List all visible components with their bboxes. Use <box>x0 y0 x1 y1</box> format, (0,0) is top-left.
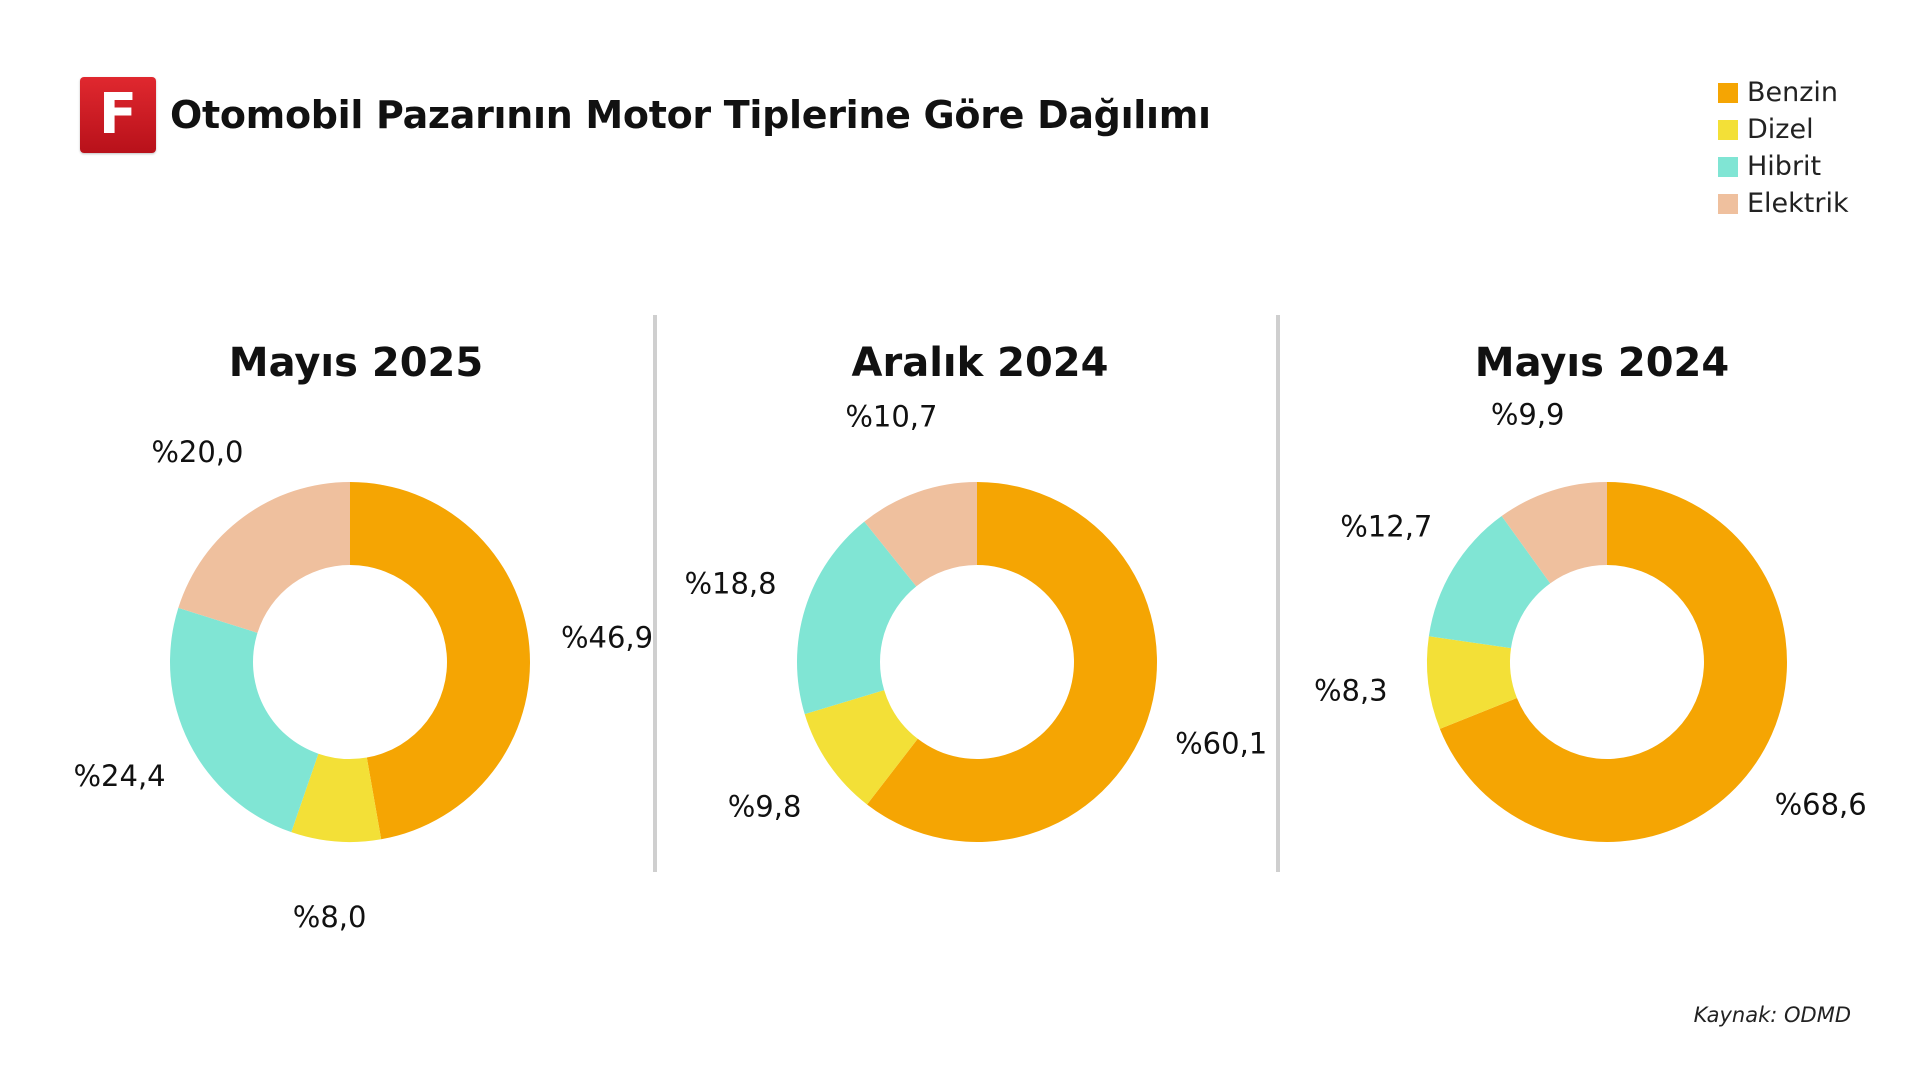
chart-title: Mayıs 2024 <box>1474 340 1730 386</box>
donut-slice-benzin <box>350 482 531 840</box>
data-label: %24,4 <box>74 759 166 793</box>
legend-label-benzin: Benzin <box>1747 77 1839 108</box>
data-label: %9,9 <box>1491 398 1565 432</box>
legend-item-hibrit: Hibrit <box>1718 148 1849 185</box>
data-label: %10,7 <box>845 400 937 434</box>
data-label: %20,0 <box>151 435 243 469</box>
source-note: Kaynak: ODMD <box>1693 1003 1851 1027</box>
chart-title: Mayıs 2025 <box>228 340 484 386</box>
brand-logo: F <box>80 77 156 153</box>
legend-item-dizel: Dizel <box>1718 111 1849 148</box>
donut-slice-elektrik <box>178 482 350 633</box>
chart-header: F Otomobil Pazarının Motor Tiplerine Gör… <box>80 77 1211 153</box>
panel-divider <box>653 315 657 872</box>
data-label: %60,1 <box>1175 726 1267 760</box>
legend-swatch-elektrik <box>1718 193 1738 214</box>
donut-slice-hibrit <box>170 607 319 833</box>
legend-label-dizel: Dizel <box>1747 114 1814 145</box>
donut-slice-benzin <box>867 482 1157 842</box>
donut-slice-dizel <box>1427 636 1517 729</box>
legend-item-elektrik: Elektrik <box>1718 185 1849 222</box>
donut-slice-dizel <box>804 690 918 805</box>
chart-title: Aralık 2024 <box>851 340 1109 386</box>
data-label: %8,0 <box>293 900 367 934</box>
donut-slice-elektrik <box>1501 482 1607 584</box>
logo-letter: F <box>98 82 138 147</box>
donut-slice-benzin <box>1439 482 1787 842</box>
legend-swatch-dizel <box>1718 119 1738 140</box>
data-label: %46,9 <box>561 621 653 655</box>
legend-swatch-benzin <box>1718 82 1738 103</box>
legend-label-hibrit: Hibrit <box>1747 151 1822 182</box>
legend-label-elektrik: Elektrik <box>1747 188 1849 219</box>
data-label: %12,7 <box>1340 509 1432 543</box>
data-label: %68,6 <box>1775 788 1867 822</box>
legend-item-benzin: Benzin <box>1718 74 1849 111</box>
page-title: Otomobil Pazarının Motor Tiplerine Göre … <box>170 93 1211 137</box>
data-label: %18,8 <box>684 567 776 601</box>
donut-slice-dizel <box>291 753 382 842</box>
data-label: %9,8 <box>728 789 802 823</box>
donut-slice-hibrit <box>1428 516 1551 649</box>
donut-slice-hibrit <box>797 521 917 715</box>
data-label: %8,3 <box>1314 673 1388 707</box>
legend-swatch-hibrit <box>1718 156 1738 177</box>
legend: Benzin Dizel Hibrit Elektrik <box>1718 74 1849 222</box>
donut-slice-elektrik <box>864 482 977 587</box>
panel-divider <box>1276 315 1280 872</box>
